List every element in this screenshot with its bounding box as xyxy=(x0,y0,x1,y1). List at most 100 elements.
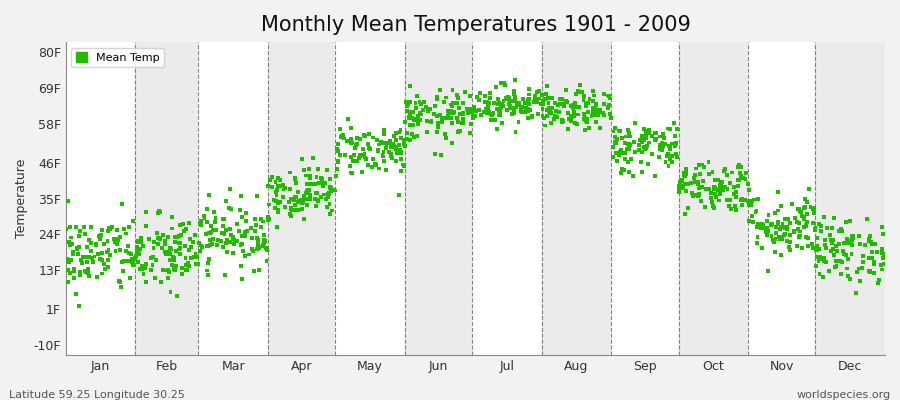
Point xyxy=(876,231,890,238)
Point xyxy=(863,269,878,276)
Point xyxy=(59,226,74,232)
Point xyxy=(419,118,434,124)
Point xyxy=(519,104,534,111)
Point xyxy=(783,232,797,238)
Point xyxy=(261,216,275,223)
Point xyxy=(249,234,264,241)
Point xyxy=(392,142,406,148)
Bar xyxy=(268,42,335,355)
Point xyxy=(208,219,222,225)
Point xyxy=(774,203,788,210)
Point xyxy=(362,145,376,152)
Point xyxy=(465,115,480,121)
Point xyxy=(590,110,605,116)
Point xyxy=(588,112,602,118)
Point xyxy=(580,118,594,124)
Point xyxy=(716,186,730,193)
Point xyxy=(864,249,878,255)
Point xyxy=(357,151,372,158)
Point xyxy=(210,242,224,248)
Point xyxy=(204,241,219,247)
Point xyxy=(397,141,411,148)
Point xyxy=(294,197,309,203)
Point xyxy=(541,108,555,114)
Point xyxy=(536,112,550,119)
Point xyxy=(525,114,539,120)
Point xyxy=(608,139,622,145)
Point xyxy=(239,210,254,216)
Point xyxy=(562,116,576,122)
Point xyxy=(603,111,617,118)
Point xyxy=(688,172,702,178)
Point xyxy=(202,256,216,262)
Point xyxy=(130,246,144,252)
Point xyxy=(222,238,237,245)
Point xyxy=(556,118,571,124)
Point xyxy=(238,229,252,236)
Point xyxy=(402,98,417,105)
Point xyxy=(348,145,363,151)
Point xyxy=(669,150,683,157)
Point xyxy=(551,102,565,108)
Point xyxy=(115,268,130,274)
Point xyxy=(389,130,403,136)
Point xyxy=(323,184,338,191)
Point xyxy=(704,190,718,196)
Point xyxy=(450,100,464,107)
Point xyxy=(849,290,863,296)
Point xyxy=(588,109,602,116)
Point xyxy=(622,141,636,147)
Point xyxy=(581,125,596,131)
Point xyxy=(358,132,373,139)
Point xyxy=(223,226,238,232)
Point xyxy=(101,228,115,234)
Point xyxy=(649,130,663,136)
Point xyxy=(707,191,722,197)
Point xyxy=(750,240,764,246)
Point xyxy=(813,254,827,261)
Point xyxy=(778,225,793,231)
Point xyxy=(269,189,284,195)
Point xyxy=(329,145,344,152)
Point xyxy=(421,108,436,115)
Point xyxy=(446,140,460,146)
Point xyxy=(855,253,869,259)
Point xyxy=(200,243,214,250)
Point xyxy=(301,190,315,196)
Point xyxy=(137,262,151,269)
Point xyxy=(387,142,401,149)
Point xyxy=(308,196,322,202)
Point xyxy=(502,103,517,110)
Point xyxy=(840,265,854,272)
Point xyxy=(400,102,414,108)
Point xyxy=(130,250,145,257)
Point xyxy=(606,144,620,150)
Point xyxy=(257,236,272,243)
Point xyxy=(285,206,300,213)
Point xyxy=(774,224,788,230)
Point xyxy=(436,99,451,105)
Point xyxy=(108,248,122,254)
Point xyxy=(806,220,821,226)
Point xyxy=(759,224,773,231)
Point xyxy=(729,207,743,213)
Point xyxy=(698,204,713,210)
Point xyxy=(813,271,827,277)
Point xyxy=(768,248,782,255)
Point xyxy=(406,122,420,128)
Point xyxy=(393,150,408,156)
Point xyxy=(348,142,363,148)
Point xyxy=(344,125,358,131)
Bar xyxy=(136,42,198,355)
Point xyxy=(178,243,193,249)
Point xyxy=(743,202,758,208)
Point xyxy=(634,132,649,139)
Point xyxy=(734,202,749,208)
Point xyxy=(614,146,628,153)
Point xyxy=(132,266,147,272)
Point xyxy=(388,143,402,150)
Point xyxy=(315,176,329,182)
Point xyxy=(692,185,706,192)
Point xyxy=(840,236,854,242)
Point xyxy=(565,113,580,120)
